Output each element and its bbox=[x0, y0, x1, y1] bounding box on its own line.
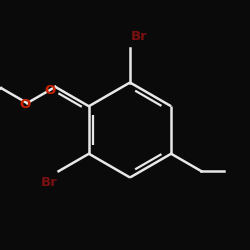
Text: O: O bbox=[19, 98, 30, 111]
Text: O: O bbox=[44, 84, 56, 96]
Text: Br: Br bbox=[131, 30, 148, 43]
Text: Br: Br bbox=[40, 176, 57, 189]
